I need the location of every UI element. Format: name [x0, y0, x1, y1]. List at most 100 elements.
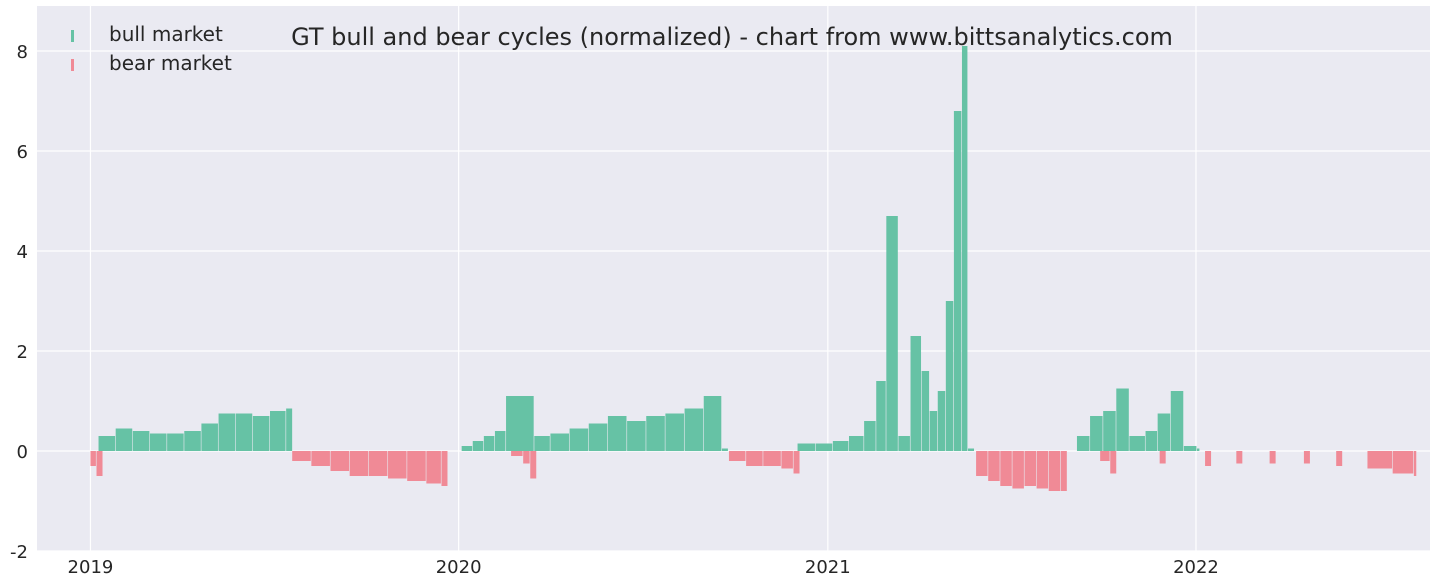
bear-bar	[1048, 451, 1061, 491]
bull-bar	[1090, 416, 1103, 451]
bull-bar	[132, 431, 150, 451]
bull-bar	[461, 446, 473, 451]
legend-label-bear: bear market	[109, 51, 232, 75]
bull-bar	[569, 428, 589, 451]
bear-bar	[368, 451, 388, 476]
y-tick-label: 8	[17, 42, 28, 63]
bear-bar	[976, 451, 988, 476]
bear-bar	[1236, 451, 1243, 464]
bear-bar	[530, 451, 537, 479]
legend-label-bull: bull market	[109, 22, 223, 46]
bull-bar	[627, 421, 646, 451]
bull-bar	[270, 411, 286, 451]
bars-group	[90, 46, 1417, 491]
bear-bar	[330, 451, 350, 471]
legend-marker-bear	[71, 59, 74, 71]
bull-bar	[472, 441, 484, 451]
bear-bar	[1205, 451, 1212, 466]
bear-bar	[793, 451, 800, 474]
chart-title: GT bull and bear cycles (normalized) - c…	[291, 23, 1173, 51]
bear-bar	[1036, 451, 1049, 489]
bear-bar	[1413, 451, 1417, 476]
bull-bar	[721, 448, 728, 451]
bull-bar	[832, 441, 849, 451]
bull-bar	[550, 433, 569, 451]
bull-bar	[506, 396, 534, 451]
y-tick-label: 4	[17, 242, 28, 263]
bull-bar	[115, 428, 133, 451]
bull-bar	[815, 443, 833, 451]
bear-bar	[1269, 451, 1276, 464]
bear-bar	[511, 451, 523, 456]
bear-bar	[96, 451, 103, 476]
bull-bar	[665, 413, 684, 451]
y-tick-label: 6	[17, 142, 28, 163]
bull-bar	[167, 433, 184, 451]
bull-bar	[1129, 436, 1145, 451]
bear-bar	[426, 451, 441, 484]
bull-bar	[1145, 431, 1158, 451]
legend: bull market bear market	[71, 22, 232, 75]
bull-bar	[797, 443, 816, 451]
bull-bar	[98, 436, 116, 451]
bull-bar	[937, 391, 946, 451]
bear-bar	[311, 451, 330, 466]
legend-marker-bull	[71, 30, 74, 42]
bull-bar	[494, 431, 506, 451]
bull-bar	[1103, 411, 1116, 451]
x-tick-label: 2020	[436, 557, 482, 578]
bull-bar	[968, 448, 975, 451]
bull-bar	[684, 408, 704, 451]
bear-bar	[407, 451, 426, 481]
bull-bar	[218, 413, 236, 451]
bear-bar	[1110, 451, 1117, 474]
y-tick-label: -2	[10, 542, 28, 563]
bull-bar	[286, 408, 293, 451]
bear-bar	[1100, 451, 1110, 461]
bull-bar	[1170, 391, 1184, 451]
bull-bar	[961, 46, 968, 451]
bull-bar	[201, 423, 218, 451]
bear-bar	[1303, 451, 1310, 464]
bear-bar	[1367, 451, 1393, 469]
bull-bar	[898, 436, 910, 451]
bull-bar	[607, 416, 627, 451]
bull-bar	[886, 216, 898, 451]
bear-bar	[988, 451, 1000, 481]
bear-bar	[763, 451, 781, 466]
bear-bar	[292, 451, 311, 461]
bull-bar	[1116, 388, 1129, 451]
bear-bar	[388, 451, 407, 479]
bear-bar	[1336, 451, 1343, 466]
bull-bar	[921, 371, 930, 451]
bull-bar	[646, 416, 665, 451]
bull-bar	[864, 421, 876, 451]
plot-area	[37, 6, 1430, 551]
bull-bar	[1157, 413, 1171, 451]
bull-bar	[149, 433, 167, 451]
bull-bar	[252, 416, 270, 451]
bull-bar	[703, 396, 722, 451]
bear-bar	[781, 451, 793, 469]
y-tick-label: 0	[17, 442, 28, 463]
x-tick-labels: 2019 2020 2021 2022	[68, 557, 1219, 578]
bull-bar	[876, 381, 886, 451]
bull-bar	[235, 413, 253, 451]
bear-bar	[728, 451, 746, 461]
bear-bar	[746, 451, 763, 466]
bear-bar	[441, 451, 448, 486]
y-tick-label: 2	[17, 342, 28, 363]
bull-bar	[184, 431, 201, 451]
bear-bar	[90, 451, 96, 466]
bear-bar	[1024, 451, 1037, 486]
bear-bar	[1060, 451, 1067, 491]
bull-bar	[945, 301, 954, 451]
bull-bar	[483, 436, 495, 451]
bear-bar	[1012, 451, 1024, 489]
bull-bar	[1196, 448, 1200, 451]
bull-bar	[910, 336, 922, 451]
x-tick-label: 2021	[805, 557, 851, 578]
bull-bar	[1076, 436, 1090, 451]
bear-bar	[349, 451, 369, 476]
